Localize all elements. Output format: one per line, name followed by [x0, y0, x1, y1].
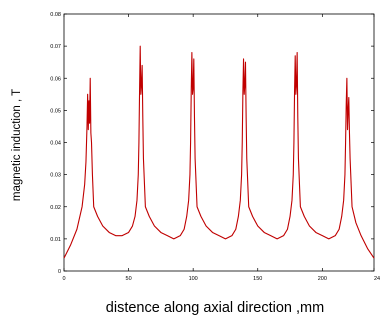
y-tick-label: 0.07 — [50, 44, 61, 50]
x-tick-label: 200 — [318, 276, 327, 282]
y-tick-label: 0.04 — [50, 141, 61, 147]
x-axis-title: distence along axial direction ,mm — [106, 300, 324, 316]
series-line-0 — [63, 45, 375, 259]
y-axis-title: magnetic induction , T — [11, 89, 23, 201]
x-tick-label: 50 — [126, 276, 132, 282]
y-tick-label: 0.08 — [50, 12, 61, 18]
y-tick-label: 0.01 — [50, 237, 61, 243]
y-tick-label: 0.03 — [50, 173, 61, 179]
x-tick-label: 0 — [62, 276, 65, 282]
series-group — [63, 45, 375, 259]
y-tick-label: 0.05 — [50, 108, 61, 114]
y-tick-label: 0.06 — [50, 76, 61, 82]
y-tick-label: 0 — [58, 269, 61, 275]
y-axis-ticks: 0 0.01 0.02 0.03 0.04 0.05 0.06 0.07 0.08 — [50, 12, 374, 275]
x-tick-label: 24 — [374, 276, 380, 282]
x-tick-label: 150 — [253, 276, 262, 282]
x-axis-ticks: 0 50 100 150 200 24 — [62, 14, 380, 282]
x-tick-label: 100 — [189, 276, 198, 282]
y-tick-label: 0.02 — [50, 205, 61, 211]
